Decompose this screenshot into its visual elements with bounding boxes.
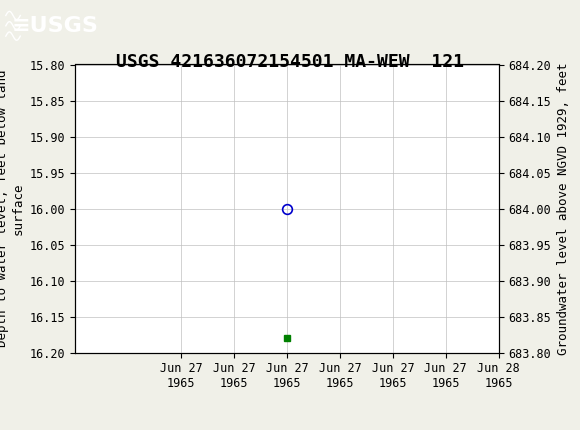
Text: USGS 421636072154501 MA-WEW  121: USGS 421636072154501 MA-WEW 121	[116, 53, 464, 71]
Y-axis label: Depth to water level, feet below land
surface: Depth to water level, feet below land su…	[0, 70, 24, 347]
Text: ≡USGS: ≡USGS	[12, 16, 99, 36]
Y-axis label: Groundwater level above NGVD 1929, feet: Groundwater level above NGVD 1929, feet	[557, 62, 570, 355]
